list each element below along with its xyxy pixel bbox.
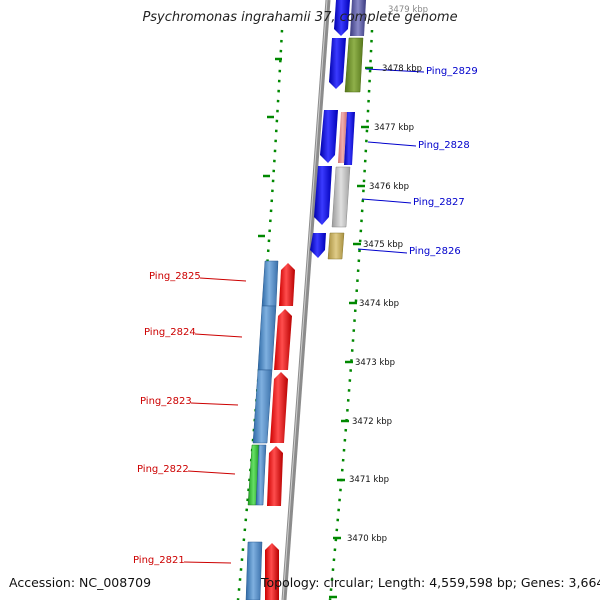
tick-label: 3475 kbp <box>363 240 404 250</box>
gene-ping-2827-gray <box>331 166 351 228</box>
tick-label: 3477 kbp <box>374 123 415 133</box>
gene-label-ping-2829[interactable]: Ping_2829 <box>426 66 478 77</box>
gene-ping-2822-red <box>267 446 283 506</box>
gene-ping-2822-left <box>255 444 267 506</box>
gene-ping-2824-left <box>257 305 277 371</box>
gene-ping-2829-blue <box>329 38 346 89</box>
gene-label-ping-2822[interactable]: Ping_2822 <box>137 464 189 475</box>
tick-label: 3470 kbp <box>347 534 388 544</box>
leader-lines-left <box>183 277 247 564</box>
gene-label-ping-2824[interactable]: Ping_2824 <box>144 327 196 338</box>
tick-label: 3471 kbp <box>349 475 390 485</box>
leader-lines-right <box>357 68 425 254</box>
tick-label: 3472 kbp <box>352 417 393 427</box>
accession-text: Accession: NC_008709 <box>9 575 152 590</box>
ruler-major-ticks <box>258 57 373 599</box>
gene-ping-2823-red <box>270 372 288 443</box>
gene-ping-2828-pink <box>338 112 347 163</box>
gene-ping-2825-red <box>279 263 295 306</box>
gene-ping-2824-red <box>274 309 292 370</box>
genome-backbone-highlight <box>282 0 328 600</box>
gene-ping-2827-blue <box>314 166 332 225</box>
tick-label: 3476 kbp <box>369 182 410 192</box>
tick-label: 3473 kbp <box>355 358 396 368</box>
gene-label-ping-2823[interactable]: Ping_2823 <box>140 396 192 407</box>
tick-label: 3479 kbp <box>388 5 429 15</box>
gene-ping-2821-left <box>245 541 263 600</box>
gene-ping-2828-blue-right <box>344 112 355 165</box>
gene-top-blue <box>334 0 350 36</box>
gene-ping-2829-olive <box>344 37 364 93</box>
gene-label-ping-2827[interactable]: Ping_2827 <box>413 197 465 208</box>
gene-label-ping-2826[interactable]: Ping_2826 <box>409 246 461 257</box>
tick-label: 3478 kbp <box>382 64 423 74</box>
gene-ping-2828-blue <box>320 110 338 163</box>
page-title: Psychromonas ingrahamii 37, complete gen… <box>142 10 458 25</box>
gene-ping-2826-khaki <box>327 232 345 260</box>
gene-ping-2826-blue <box>310 233 326 258</box>
gene-label-ping-2825[interactable]: Ping_2825 <box>149 271 201 282</box>
gene-ping-2825-left <box>261 260 279 307</box>
genome-stats-text: Topology: circular; Length: 4,559,598 bp… <box>261 575 600 590</box>
gene-ping-2823-left <box>252 369 273 444</box>
gene-label-ping-2821[interactable]: Ping_2821 <box>133 555 185 566</box>
gene-label-ping-2828[interactable]: Ping_2828 <box>418 140 470 151</box>
gene-ping-2821-red <box>265 543 279 600</box>
gene-top-slate <box>350 0 366 36</box>
tick-label: 3474 kbp <box>359 299 400 309</box>
